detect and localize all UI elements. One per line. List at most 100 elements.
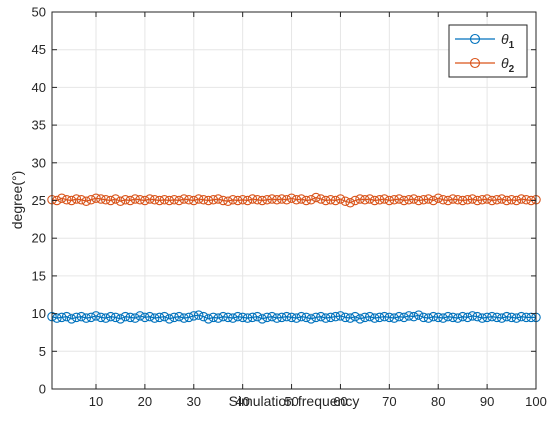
series-2-point: [76, 194, 87, 205]
series-1-point: [272, 313, 282, 323]
series-2-point: [379, 194, 390, 204]
series-layer: [47, 192, 541, 324]
series-1-point: [487, 311, 497, 322]
series-2-point: [198, 194, 209, 205]
series-1-point: [125, 312, 135, 323]
series-2-point: [374, 194, 385, 205]
series-2-point: [223, 196, 233, 207]
series-2-point: [286, 193, 297, 203]
series-1-point: [511, 313, 522, 323]
series-1-point: [120, 311, 131, 322]
series-2-point: [438, 194, 448, 205]
series-1-point: [169, 312, 179, 323]
series-2-point: [184, 194, 194, 205]
y-tick-label: 5: [39, 344, 46, 359]
series-1-point: [281, 311, 292, 322]
series-2-point: [267, 194, 277, 204]
series-2-point: [71, 194, 82, 204]
series-1-point: [467, 311, 478, 321]
y-tick-label: 30: [32, 155, 46, 170]
series-2-point: [140, 195, 150, 206]
legend-marker-1: [469, 33, 481, 45]
series-2-point: [291, 194, 302, 205]
series-1-point: [374, 312, 385, 323]
x-tick-label: 50: [284, 394, 298, 409]
series-1-point: [233, 311, 243, 322]
series-1-point: [262, 312, 272, 323]
x-tick-label: 10: [89, 394, 103, 409]
series-2-point: [448, 194, 458, 204]
series-1-point: [497, 313, 507, 323]
series-1-point: [277, 312, 287, 323]
series-2-point: [189, 195, 199, 206]
series-2-point: [105, 195, 116, 206]
series-1-point: [101, 313, 111, 323]
legend-label-2: θ2: [501, 55, 515, 75]
series-2-point: [472, 195, 483, 206]
series-1-point: [345, 313, 355, 323]
series-2-point: [91, 193, 101, 203]
series-2-point: [154, 195, 165, 206]
series-1-point: [105, 311, 116, 322]
series-1-point: [164, 314, 175, 324]
series-1-point: [516, 311, 527, 322]
series-2-point: [145, 194, 155, 204]
series-1-point: [433, 312, 443, 323]
series-1-point: [482, 312, 492, 323]
y-tick-label: 40: [32, 80, 46, 95]
series-2-point: [301, 195, 311, 206]
series-2-point: [487, 195, 497, 206]
series-1-point: [506, 312, 517, 323]
series-1-point: [140, 312, 150, 323]
series-1-point: [159, 311, 170, 322]
series-2-point: [86, 194, 96, 205]
x-tick-label: 40: [235, 394, 249, 409]
series-2-point: [409, 194, 419, 204]
series-1-point: [501, 311, 512, 322]
series-1-point: [325, 312, 336, 323]
series-1-point: [413, 310, 424, 320]
x-tick-label: 60: [333, 394, 347, 409]
series-1-point: [369, 313, 380, 323]
series-1-point: [228, 313, 238, 323]
x-tick-label: 30: [187, 394, 201, 409]
y-tick-label: 35: [32, 118, 46, 133]
series-2-point: [413, 195, 424, 206]
series-2-point: [174, 195, 184, 206]
series-1-point: [418, 312, 429, 323]
series-line-1: [51, 314, 536, 320]
series-2-point: [467, 194, 478, 204]
series-1-point: [130, 313, 140, 323]
series-1-point: [218, 311, 228, 322]
series-1-point: [384, 312, 395, 323]
series-1-point: [350, 311, 360, 322]
series-1-point: [321, 313, 331, 323]
series-1-point: [399, 312, 409, 323]
series-1-point: [404, 311, 414, 321]
series-2-point: [164, 195, 175, 206]
series-2-point: [130, 194, 140, 204]
series-2-point: [443, 195, 453, 206]
series-2-point: [247, 194, 258, 204]
series-2-point: [497, 194, 507, 204]
series-1-point: [184, 312, 194, 323]
series-2-point: [169, 194, 179, 205]
series-1-point: [428, 311, 439, 322]
series-2-point: [193, 194, 204, 204]
series-2-point: [423, 194, 434, 204]
x-tick-label: 80: [431, 394, 445, 409]
series-2-point: [330, 195, 341, 206]
x-tick-label: 70: [382, 394, 396, 409]
x-axis-label: Simulation frequency: [229, 393, 360, 409]
series-1-point: [355, 314, 365, 324]
series-2-point: [159, 194, 170, 205]
series-1-point: [179, 313, 189, 323]
series-2-point: [428, 195, 439, 206]
y-tick-label: 25: [32, 193, 46, 208]
series-1-point: [286, 312, 297, 323]
y-tick-label: 15: [32, 268, 46, 283]
series-2-point: [213, 194, 223, 204]
series-2-point: [516, 194, 527, 204]
series-1-point: [223, 312, 233, 323]
